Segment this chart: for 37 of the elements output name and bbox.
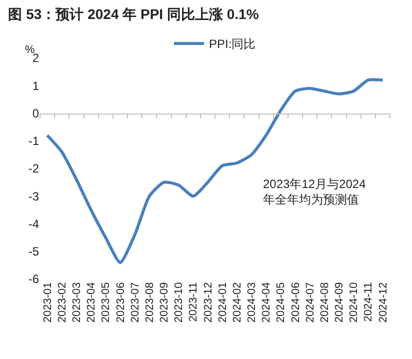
x-tick-label: 2024-11 xyxy=(362,282,375,322)
x-tick-label: 2023-03 xyxy=(71,282,84,323)
x-tick-label: 2024-05 xyxy=(275,282,288,323)
legend-label: PPI:同比 xyxy=(209,37,256,52)
x-tick-label: 2023-04 xyxy=(86,282,98,323)
x-tick-label: 2024-10 xyxy=(348,282,360,323)
x-tick-label: 2023-06 xyxy=(114,282,127,323)
chart-title: 图 53：预计 2024 年 PPI 同比上涨 0.1% xyxy=(8,6,260,22)
x-tick-label: 2023-01 xyxy=(42,282,54,323)
y-tick-label: 2 xyxy=(32,51,40,66)
y-tick-label: -2 xyxy=(28,162,40,176)
x-tick-label: 2023-10 xyxy=(173,282,186,323)
annotation: 2023年12月与2024 年全年均为预测值 xyxy=(263,177,366,207)
x-tick-label: 2024-02 xyxy=(231,282,244,323)
y-tick-label: -4 xyxy=(28,216,40,231)
x-tick-label: 2023-05 xyxy=(100,282,112,323)
x-tick-label: 2024-08 xyxy=(318,282,331,323)
y-tick-label: -3 xyxy=(28,189,40,204)
x-tick-label: 2024-12 xyxy=(377,282,390,323)
y-tick-label: -1 xyxy=(28,134,40,148)
x-tick-label: 2024-07 xyxy=(304,282,316,323)
x-tick-label: 2023-08 xyxy=(144,282,156,323)
x-tick-label: 2024-06 xyxy=(290,282,302,323)
x-tick-label: 2024-01 xyxy=(216,282,229,323)
y-tick-label: -6 xyxy=(28,272,40,286)
x-tick-label: 2023-07 xyxy=(129,282,142,323)
x-tick-label: 2024-09 xyxy=(334,282,346,323)
x-tick-label: 2023-11 xyxy=(188,282,200,322)
line-series xyxy=(46,78,384,264)
x-tick-label: 2023-02 xyxy=(56,282,68,323)
y-tick-label: 0 xyxy=(32,106,40,120)
x-tick-label: 2024-03 xyxy=(246,282,258,323)
y-tick-label: 1 xyxy=(32,78,40,93)
x-tick-label: 2023-09 xyxy=(158,282,171,323)
y-tick-label: -5 xyxy=(28,244,40,259)
x-tick-label: 2024-04 xyxy=(260,282,273,323)
x-tick-label: 2023-12 xyxy=(202,282,214,323)
